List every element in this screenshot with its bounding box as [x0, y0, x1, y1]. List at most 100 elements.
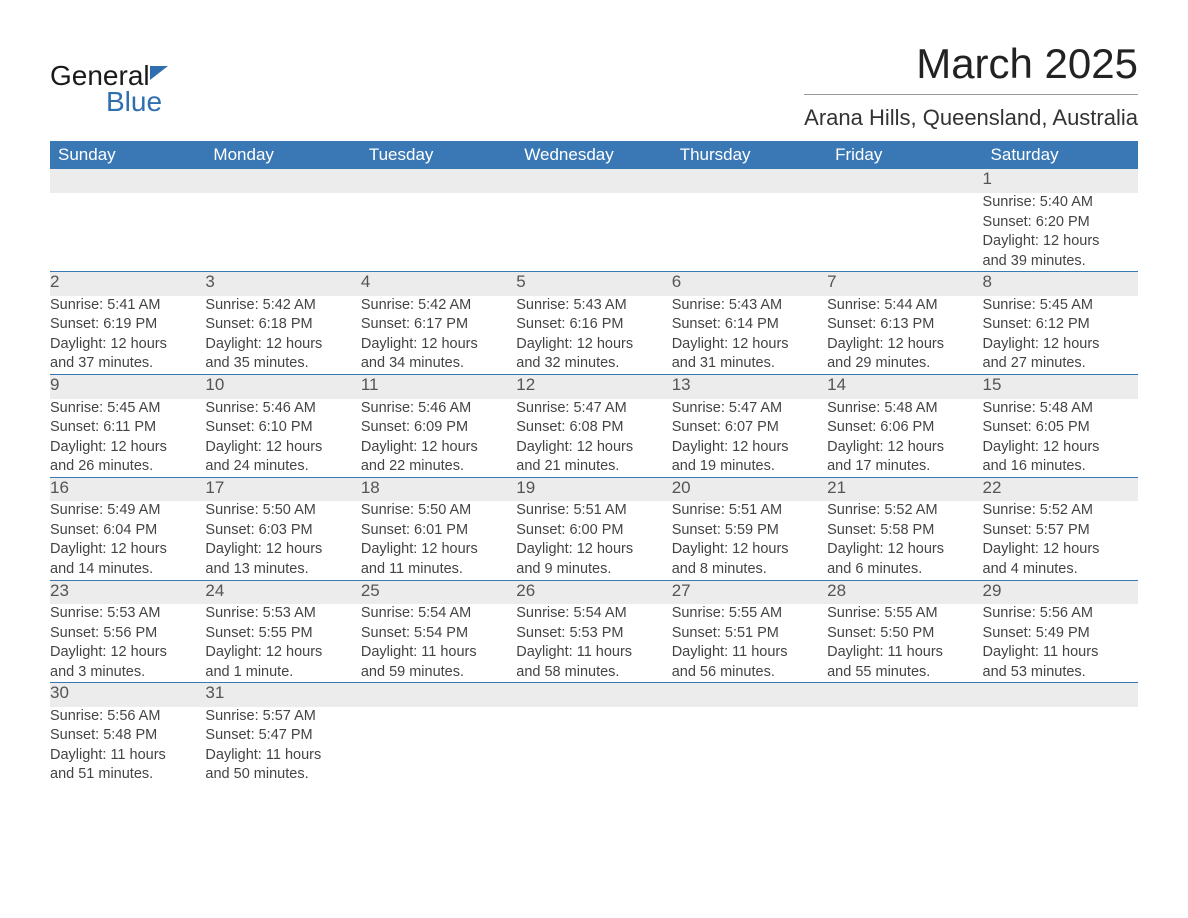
day-number: 22 [983, 477, 1138, 501]
weekday-header-row: Sunday Monday Tuesday Wednesday Thursday… [50, 141, 1138, 169]
daylight1: Daylight: 12 hours [50, 438, 205, 458]
daynum-row: 3031 [50, 683, 1138, 707]
day-detail: Sunrise: 5:52 AMSunset: 5:58 PMDaylight:… [827, 501, 982, 580]
daylight2: and 16 minutes. [983, 457, 1138, 477]
day-detail: Sunrise: 5:54 AMSunset: 5:54 PMDaylight:… [361, 604, 516, 683]
day-detail: Sunrise: 5:44 AMSunset: 6:13 PMDaylight:… [827, 296, 982, 375]
daylight1: Daylight: 12 hours [50, 643, 205, 663]
daylight2: and 55 minutes. [827, 663, 982, 683]
day-number [672, 169, 827, 193]
sunrise: Sunrise: 5:49 AM [50, 501, 205, 521]
day-number: 9 [50, 375, 205, 399]
day-number [50, 169, 205, 193]
daylight2: and 9 minutes. [516, 560, 671, 580]
sunset: Sunset: 6:20 PM [983, 213, 1138, 233]
sunrise: Sunrise: 5:51 AM [516, 501, 671, 521]
daylight2: and 56 minutes. [672, 663, 827, 683]
daylight2: and 31 minutes. [672, 354, 827, 374]
daylight2: and 11 minutes. [361, 560, 516, 580]
day-number: 12 [516, 375, 671, 399]
sunrise: Sunrise: 5:47 AM [672, 399, 827, 419]
daynum-row: 1 [50, 169, 1138, 193]
daylight2: and 59 minutes. [361, 663, 516, 683]
day-detail [827, 193, 982, 272]
day-number: 25 [361, 580, 516, 604]
sunset: Sunset: 6:04 PM [50, 521, 205, 541]
daylight1: Daylight: 12 hours [672, 335, 827, 355]
sunrise: Sunrise: 5:41 AM [50, 296, 205, 316]
daylight1: Daylight: 12 hours [827, 335, 982, 355]
day-detail: Sunrise: 5:56 AMSunset: 5:48 PMDaylight:… [50, 707, 205, 785]
sunrise: Sunrise: 5:50 AM [361, 501, 516, 521]
day-detail: Sunrise: 5:55 AMSunset: 5:50 PMDaylight:… [827, 604, 982, 683]
sunrise: Sunrise: 5:47 AM [516, 399, 671, 419]
day-number: 1 [983, 169, 1138, 193]
sunset: Sunset: 6:10 PM [205, 418, 360, 438]
sunset: Sunset: 5:53 PM [516, 624, 671, 644]
title-block: March 2025 Arana Hills, Queensland, Aust… [804, 40, 1138, 131]
daylight1: Daylight: 12 hours [983, 540, 1138, 560]
sunset: Sunset: 5:57 PM [983, 521, 1138, 541]
sunset: Sunset: 6:16 PM [516, 315, 671, 335]
day-detail [672, 707, 827, 785]
day-number: 21 [827, 477, 982, 501]
day-number: 17 [205, 477, 360, 501]
day-detail: Sunrise: 5:45 AMSunset: 6:12 PMDaylight:… [983, 296, 1138, 375]
sunrise: Sunrise: 5:56 AM [50, 707, 205, 727]
daylight1: Daylight: 12 hours [827, 540, 982, 560]
day-number: 27 [672, 580, 827, 604]
daylight1: Daylight: 12 hours [361, 335, 516, 355]
daylight2: and 4 minutes. [983, 560, 1138, 580]
day-number: 26 [516, 580, 671, 604]
sunrise: Sunrise: 5:54 AM [361, 604, 516, 624]
daylight1: Daylight: 12 hours [983, 335, 1138, 355]
daylight2: and 22 minutes. [361, 457, 516, 477]
daylight1: Daylight: 12 hours [361, 540, 516, 560]
daylight2: and 17 minutes. [827, 457, 982, 477]
sunrise: Sunrise: 5:53 AM [50, 604, 205, 624]
day-detail: Sunrise: 5:51 AMSunset: 5:59 PMDaylight:… [672, 501, 827, 580]
sunrise: Sunrise: 5:44 AM [827, 296, 982, 316]
day-number: 11 [361, 375, 516, 399]
detail-row: Sunrise: 5:49 AMSunset: 6:04 PM Daylight:… [50, 501, 1138, 580]
sunset: Sunset: 6:19 PM [50, 315, 205, 335]
daylight1: Daylight: 12 hours [361, 438, 516, 458]
detail-row: Sunrise: 5:41 AMSunset: 6:19 PMDaylight:… [50, 296, 1138, 375]
daylight2: and 19 minutes. [672, 457, 827, 477]
daylight1: Daylight: 12 hours [205, 643, 360, 663]
daylight1: Daylight: 11 hours [983, 643, 1138, 663]
day-number [516, 169, 671, 193]
day-number [827, 169, 982, 193]
day-number: 14 [827, 375, 982, 399]
day-detail: Sunrise: 5:54 AMSunset: 5:53 PMDaylight:… [516, 604, 671, 683]
sunset: Sunset: 6:08 PM [516, 418, 671, 438]
sunrise: Sunrise: 5:57 AM [205, 707, 360, 727]
calendar-table: Sunday Monday Tuesday Wednesday Thursday… [50, 141, 1138, 785]
daylight2: and 21 minutes. [516, 457, 671, 477]
day-number: 3 [205, 272, 360, 296]
day-detail: Sunrise: 5:50 AMSunset: 6:03 PMDaylight:… [205, 501, 360, 580]
sunset: Sunset: 6:06 PM [827, 418, 982, 438]
day-detail: Sunrise: 5:41 AMSunset: 6:19 PMDaylight:… [50, 296, 205, 375]
sunrise: Sunrise: 5:45 AM [50, 399, 205, 419]
logo-word2: Blue [106, 86, 168, 118]
daylight1: Daylight: 12 hours [205, 335, 360, 355]
sunset: Sunset: 6:13 PM [827, 315, 982, 335]
daynum-row: 16171819202122 [50, 477, 1138, 501]
sunset: Sunset: 6:14 PM [672, 315, 827, 335]
logo: General Blue [50, 60, 168, 118]
sunrise: Sunrise: 5:56 AM [983, 604, 1138, 624]
day-detail [361, 707, 516, 785]
day-number: 4 [361, 272, 516, 296]
sunrise: Sunrise: 5:46 AM [361, 399, 516, 419]
day-number: 13 [672, 375, 827, 399]
daylight1: Daylight: 11 hours [205, 746, 360, 766]
sunrise: Sunrise: 5:51 AM [672, 501, 827, 521]
daylight2: and 35 minutes. [205, 354, 360, 374]
day-detail: Sunrise: 5:40 AMSunset: 6:20 PMDaylight:… [983, 193, 1138, 272]
daylight2: and 50 minutes. [205, 765, 360, 785]
daylight2: and 29 minutes. [827, 354, 982, 374]
day-number: 5 [516, 272, 671, 296]
day-detail: Sunrise: 5:49 AMSunset: 6:04 PMDaylight:… [50, 501, 205, 580]
sunrise: Sunrise: 5:55 AM [672, 604, 827, 624]
